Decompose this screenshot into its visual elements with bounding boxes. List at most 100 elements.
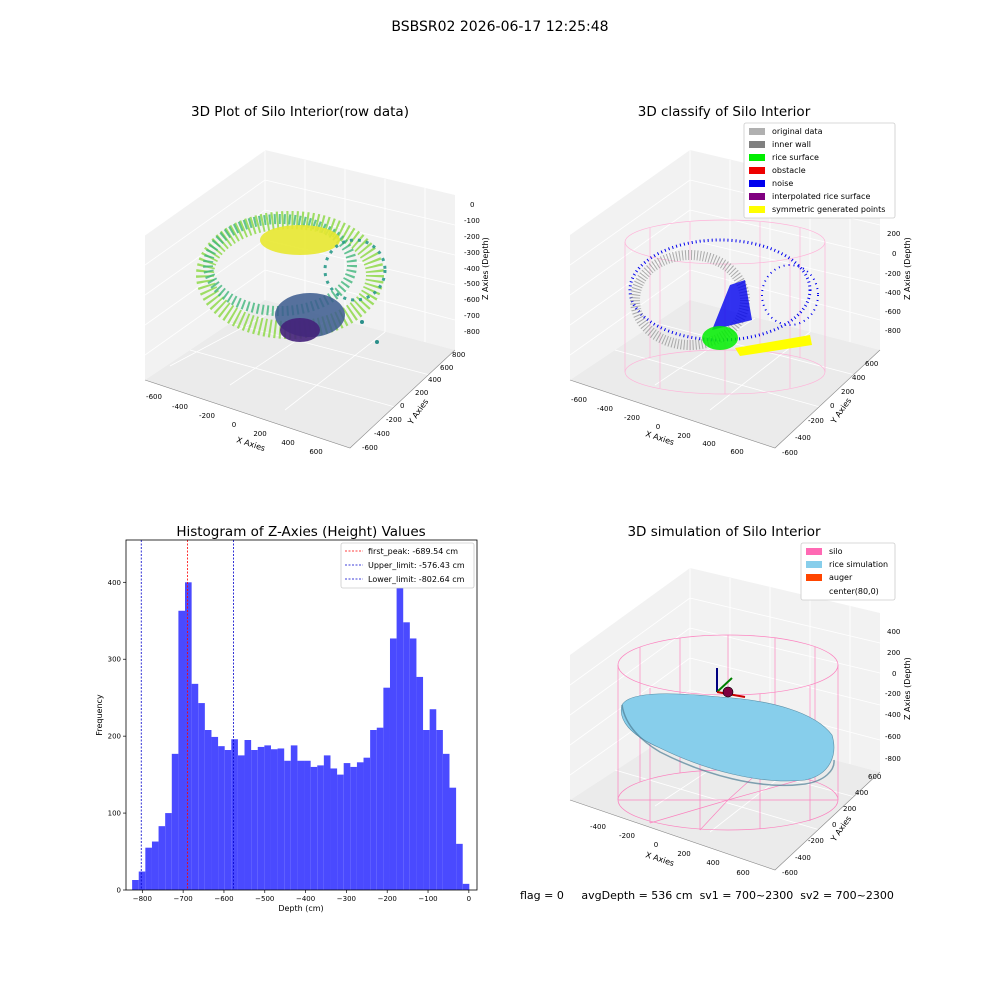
legend-swatch-inner-wall bbox=[749, 141, 765, 148]
histogram-bar bbox=[231, 739, 238, 890]
histogram-bar bbox=[370, 730, 377, 890]
legend-swatch-rice-surface bbox=[749, 154, 765, 161]
legend-label-lower-limit: Lower_limit: -802.64 cm bbox=[368, 575, 465, 584]
histogram-ytick-label: 400 bbox=[108, 579, 121, 587]
raw-xtick: 600 bbox=[309, 448, 322, 456]
classify-ztick: -200 bbox=[885, 270, 901, 278]
legend-label-auger: auger bbox=[829, 573, 853, 582]
raw-ytick: 800 bbox=[452, 351, 465, 359]
histogram-bar bbox=[337, 774, 344, 890]
classify-z-ticks: 200 0 -200 -400 -600 -800 bbox=[885, 230, 901, 335]
histogram-bar bbox=[178, 610, 186, 890]
raw-xtick: -600 bbox=[146, 393, 162, 401]
histogram-bar bbox=[456, 843, 463, 890]
legend-label-rice-simulation: rice simulation bbox=[829, 560, 888, 569]
classify-panel-title: 3D classify of Silo Interior bbox=[638, 104, 811, 120]
histogram-xtick-label: −500 bbox=[255, 895, 274, 903]
histogram-bar bbox=[343, 763, 351, 890]
histogram-bar bbox=[396, 553, 404, 890]
histogram-xtick-label: −700 bbox=[174, 895, 193, 903]
legend-label-upper-limit: Upper_limit: -576.43 cm bbox=[368, 561, 465, 570]
histogram-bar bbox=[257, 746, 265, 890]
simulation-panel-title: 3D simulation of Silo Interior bbox=[627, 524, 821, 540]
histogram-bar bbox=[376, 727, 384, 890]
simulation-y-label: Y Axies bbox=[829, 814, 854, 844]
simulation-xtick: 600 bbox=[736, 869, 749, 877]
histogram-bar bbox=[198, 703, 205, 890]
histogram-bar bbox=[237, 755, 245, 890]
simulation-x-label: X Axies bbox=[644, 850, 675, 868]
classify-ztick: -400 bbox=[885, 289, 901, 297]
raw-ztick: -500 bbox=[464, 280, 480, 288]
histogram-bar bbox=[356, 762, 364, 890]
legend-label-symmetric: symmetric generated points bbox=[772, 205, 885, 214]
histogram-bar bbox=[290, 745, 298, 890]
raw-ytick: -600 bbox=[362, 444, 378, 452]
classify-ytick: 200 bbox=[841, 388, 854, 396]
histogram-bar bbox=[297, 760, 305, 890]
legend-swatch-rice-simulation bbox=[806, 561, 822, 568]
legend-label-first-peak: first_peak: -689.54 cm bbox=[368, 547, 458, 556]
raw-x-ticks: -600 -400 -200 0 200 400 600 bbox=[146, 393, 323, 456]
raw-ztick: -100 bbox=[464, 217, 480, 225]
simulation-ztick: 0 bbox=[892, 670, 896, 678]
classify-y-ticks: -600 -400 -200 0 200 400 600 bbox=[782, 360, 878, 457]
histogram-bar bbox=[363, 757, 371, 890]
classify-ztick: 200 bbox=[887, 230, 900, 238]
simulation-panel: 3D simulation of Silo Interior bbox=[569, 524, 912, 877]
histogram-bar bbox=[270, 749, 278, 890]
classify-panel: 3D classify of Silo Interior bbox=[569, 104, 912, 457]
simulation-auger bbox=[716, 668, 746, 698]
status-line: flag = 0 avgDepth = 536 cm sv1 = 700~230… bbox=[520, 889, 894, 902]
raw-ytick: -400 bbox=[374, 430, 390, 438]
classify-z-label: Z Axies (Depth) bbox=[903, 237, 912, 300]
raw-ztick: -800 bbox=[464, 328, 480, 336]
histogram-xtick-label: −300 bbox=[337, 895, 356, 903]
raw-ytick: 600 bbox=[440, 364, 453, 372]
simulation-xtick: 200 bbox=[677, 850, 690, 858]
raw-ztick: -600 bbox=[464, 296, 480, 304]
histogram-bar bbox=[304, 760, 311, 890]
raw-ytick: -200 bbox=[386, 416, 402, 424]
raw-ztick: -700 bbox=[464, 312, 480, 320]
histogram-reference-lines bbox=[140, 540, 234, 890]
sv2-status: sv2 = 700~2300 bbox=[800, 889, 894, 902]
simulation-ztick: -800 bbox=[885, 755, 901, 763]
legend-swatch-noise bbox=[749, 180, 765, 187]
histogram-bar bbox=[350, 766, 357, 890]
simulation-rice-surface bbox=[620, 693, 835, 787]
raw-ztick: -400 bbox=[464, 265, 480, 273]
histogram-bar bbox=[442, 753, 450, 890]
raw-z-label: Z Axies (Depth) bbox=[481, 237, 490, 300]
classify-ytick: -600 bbox=[782, 449, 798, 457]
histogram-ytick-label: 0 bbox=[117, 887, 121, 895]
simulation-xtick: -200 bbox=[619, 832, 635, 840]
histogram-bar bbox=[244, 740, 252, 890]
legend-label-rice-surface: rice surface bbox=[772, 153, 819, 162]
simulation-ytick: -600 bbox=[782, 869, 798, 877]
histogram-x-ticks: −800 −700 −600 −500 −400 −300 −200 −100 0 bbox=[133, 890, 471, 903]
legend-label-center: center(80,0) bbox=[829, 587, 879, 596]
histogram-legend: first_peak: -689.54 cm Upper_limit: -576… bbox=[340, 542, 475, 589]
histogram-bar bbox=[383, 687, 390, 890]
raw-xtick: -400 bbox=[172, 403, 188, 411]
legend-swatch-interpolated bbox=[749, 193, 765, 200]
raw-xtick: 200 bbox=[253, 430, 266, 438]
classify-xtick: 600 bbox=[730, 448, 743, 456]
classify-legend: original data inner wall rice surface ob… bbox=[743, 122, 896, 219]
classify-ytick: 0 bbox=[830, 402, 834, 410]
classify-xtick: -600 bbox=[571, 396, 587, 404]
histogram-ytick-label: 100 bbox=[108, 810, 121, 818]
legend-label-obstacle: obstacle bbox=[772, 166, 806, 175]
histogram-bar bbox=[409, 638, 417, 890]
histogram-bar bbox=[436, 730, 443, 890]
simulation-xtick: 0 bbox=[654, 841, 658, 849]
classify-x-label: X Axies bbox=[644, 429, 675, 447]
legend-swatch-silo bbox=[806, 548, 822, 555]
histogram-ytick-label: 300 bbox=[108, 656, 121, 664]
simulation-ztick: 200 bbox=[887, 649, 900, 657]
simulation-z-label: Z Axies (Depth) bbox=[903, 657, 912, 720]
histogram-bar bbox=[389, 638, 397, 890]
sv1-status: sv1 = 700~2300 bbox=[699, 889, 794, 902]
histogram-bar bbox=[277, 748, 285, 890]
